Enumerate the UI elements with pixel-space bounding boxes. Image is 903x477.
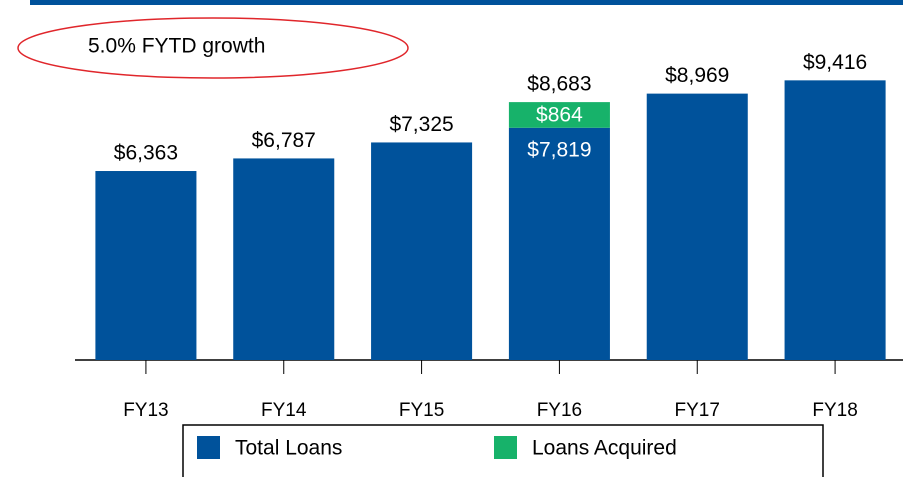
legend-swatch (494, 436, 517, 459)
legend-label: Total Loans (235, 437, 342, 460)
value-label: $7,819 (527, 138, 591, 161)
total-label: $8,969 (665, 64, 729, 87)
bar-segment (371, 142, 473, 360)
bar-segment (508, 102, 610, 128)
legend-box (182, 424, 824, 477)
bar-segment (646, 93, 748, 360)
x-tick-label: FY14 (261, 400, 307, 421)
annotation: 5.0% FYTD growth (88, 35, 265, 58)
legend-swatch (197, 436, 220, 459)
header-bar (30, 0, 903, 5)
bar-segment (233, 158, 335, 360)
x-tick-label: FY13 (123, 400, 168, 421)
total-label: $7,325 (389, 113, 453, 136)
bar-segment (784, 80, 886, 361)
annotation-ellipse (17, 17, 409, 79)
bar-segment (508, 127, 610, 361)
value-label: $864 (536, 104, 583, 127)
total-label: $9,416 (803, 51, 867, 74)
x-tick-label: FY15 (399, 400, 444, 421)
x-tick-label: FY16 (537, 400, 582, 421)
legend-label: Loans Acquired (532, 437, 677, 460)
total-label: $6,787 (252, 129, 316, 152)
x-tick-label: FY17 (675, 400, 720, 421)
total-label: $8,683 (527, 73, 591, 96)
x-tick-label: FY18 (812, 400, 857, 421)
total-label: $6,363 (114, 142, 178, 165)
bar-segment (95, 171, 197, 360)
